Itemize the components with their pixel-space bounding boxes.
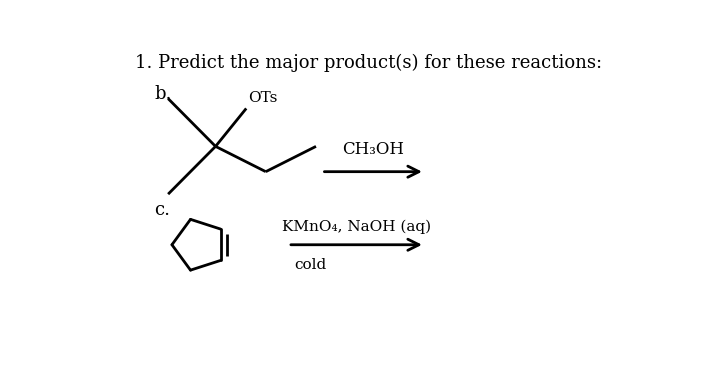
Text: KMnO₄, NaOH (aq): KMnO₄, NaOH (aq) [282,219,431,234]
Text: b.: b. [154,85,171,103]
Text: c.: c. [154,201,170,219]
Text: cold: cold [294,258,327,272]
Text: OTs: OTs [248,91,277,105]
Text: 1. Predict the major product(s) for these reactions:: 1. Predict the major product(s) for thes… [135,54,603,72]
Text: CH₃OH: CH₃OH [343,141,405,158]
